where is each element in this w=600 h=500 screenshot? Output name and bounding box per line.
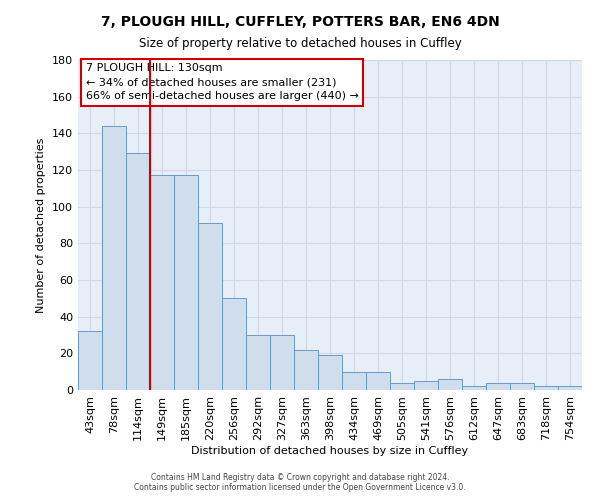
Bar	[78, 332, 102, 390]
X-axis label: Distribution of detached houses by size in Cuffley: Distribution of detached houses by size …	[191, 446, 469, 456]
Bar	[102, 126, 126, 390]
Bar	[342, 372, 366, 390]
Bar	[534, 386, 558, 390]
Bar	[438, 379, 462, 390]
Text: Size of property relative to detached houses in Cuffley: Size of property relative to detached ho…	[139, 38, 461, 51]
Bar	[294, 350, 318, 390]
Bar	[366, 372, 390, 390]
Bar	[414, 381, 438, 390]
Bar	[198, 223, 222, 390]
Bar	[126, 154, 150, 390]
Bar	[510, 382, 534, 390]
Bar	[486, 382, 510, 390]
Bar	[174, 176, 198, 390]
Bar	[222, 298, 246, 390]
Bar	[462, 386, 486, 390]
Bar	[150, 176, 174, 390]
Text: 7 PLOUGH HILL: 130sqm
← 34% of detached houses are smaller (231)
66% of semi-det: 7 PLOUGH HILL: 130sqm ← 34% of detached …	[86, 64, 358, 102]
Bar	[558, 386, 582, 390]
Text: Contains HM Land Registry data © Crown copyright and database right 2024.
Contai: Contains HM Land Registry data © Crown c…	[134, 473, 466, 492]
Bar	[318, 355, 342, 390]
Bar	[390, 382, 414, 390]
Bar	[246, 335, 270, 390]
Text: 7, PLOUGH HILL, CUFFLEY, POTTERS BAR, EN6 4DN: 7, PLOUGH HILL, CUFFLEY, POTTERS BAR, EN…	[101, 15, 499, 29]
Y-axis label: Number of detached properties: Number of detached properties	[37, 138, 46, 312]
Bar	[270, 335, 294, 390]
